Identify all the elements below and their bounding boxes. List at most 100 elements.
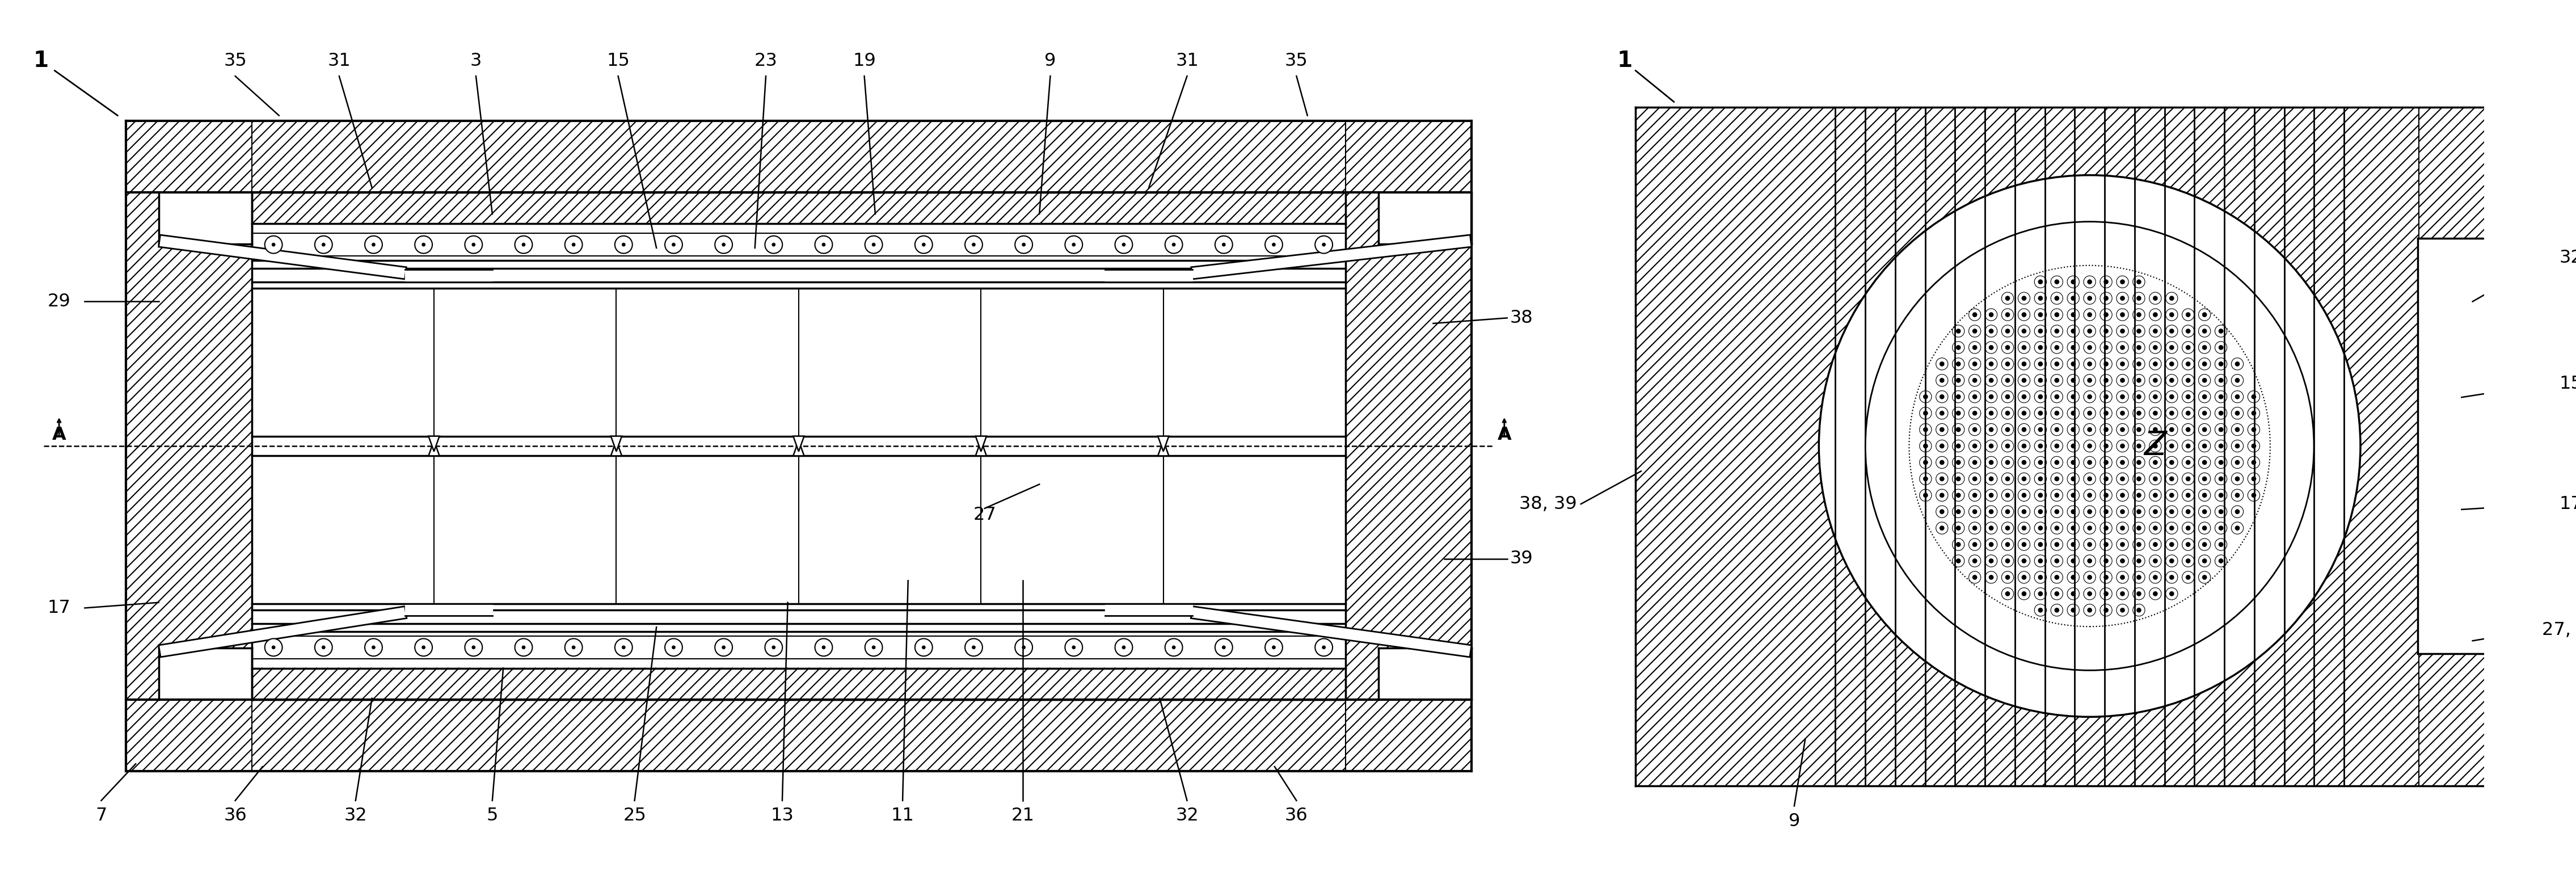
Circle shape xyxy=(2169,460,2174,465)
Circle shape xyxy=(523,243,526,246)
Circle shape xyxy=(2236,410,2239,416)
Text: Z: Z xyxy=(2143,430,2166,462)
Circle shape xyxy=(2154,394,2159,400)
Circle shape xyxy=(2056,279,2058,285)
Circle shape xyxy=(2004,443,2009,449)
Circle shape xyxy=(1940,525,1945,531)
Circle shape xyxy=(1955,378,1960,383)
Circle shape xyxy=(2004,394,2009,400)
Circle shape xyxy=(1955,476,1960,482)
Circle shape xyxy=(1955,542,1960,547)
Circle shape xyxy=(1973,574,1978,580)
Circle shape xyxy=(2087,476,2092,482)
Circle shape xyxy=(2218,542,2223,547)
Circle shape xyxy=(2105,312,2110,318)
Circle shape xyxy=(822,243,824,246)
Text: 15: 15 xyxy=(2561,375,2576,392)
Circle shape xyxy=(2184,345,2190,350)
Circle shape xyxy=(2184,312,2190,318)
Circle shape xyxy=(2087,394,2092,400)
Circle shape xyxy=(1273,646,1275,649)
Circle shape xyxy=(1321,646,1327,649)
Circle shape xyxy=(2087,361,2092,367)
Polygon shape xyxy=(160,235,407,279)
Circle shape xyxy=(1955,509,1960,514)
Circle shape xyxy=(2120,525,2125,531)
Circle shape xyxy=(2136,279,2141,285)
Circle shape xyxy=(1115,235,1133,253)
Circle shape xyxy=(1989,460,1994,465)
Circle shape xyxy=(1989,542,1994,547)
Circle shape xyxy=(1955,410,1960,416)
Circle shape xyxy=(2071,574,2076,580)
Circle shape xyxy=(2202,378,2208,383)
Circle shape xyxy=(2184,443,2190,449)
Circle shape xyxy=(2087,607,2092,613)
Circle shape xyxy=(765,235,783,253)
Circle shape xyxy=(2056,296,2058,301)
Circle shape xyxy=(2120,296,2125,301)
Circle shape xyxy=(1973,427,1978,432)
Circle shape xyxy=(2136,525,2141,531)
Circle shape xyxy=(2004,296,2009,301)
Circle shape xyxy=(2169,558,2174,564)
Circle shape xyxy=(2218,443,2223,449)
Polygon shape xyxy=(793,441,804,456)
Circle shape xyxy=(2056,591,2058,596)
Circle shape xyxy=(2071,378,2076,383)
Circle shape xyxy=(572,646,574,649)
Circle shape xyxy=(2087,328,2092,334)
Circle shape xyxy=(2136,345,2141,350)
Circle shape xyxy=(2169,509,2174,514)
Circle shape xyxy=(265,235,283,253)
Circle shape xyxy=(1023,243,1025,246)
Circle shape xyxy=(2202,394,2208,400)
Circle shape xyxy=(1321,243,1327,246)
Text: 17: 17 xyxy=(2561,495,2576,513)
Circle shape xyxy=(2004,542,2009,547)
Circle shape xyxy=(1989,492,1994,498)
Circle shape xyxy=(2087,492,2092,498)
Circle shape xyxy=(1973,345,1978,350)
Polygon shape xyxy=(2419,654,2537,786)
Circle shape xyxy=(2136,607,2141,613)
Circle shape xyxy=(2202,574,2208,580)
Circle shape xyxy=(366,235,381,253)
Circle shape xyxy=(2136,509,2141,514)
Circle shape xyxy=(2071,509,2076,514)
Polygon shape xyxy=(2419,107,2537,238)
Circle shape xyxy=(2105,492,2110,498)
Circle shape xyxy=(716,639,732,657)
Circle shape xyxy=(2056,460,2058,465)
Circle shape xyxy=(2038,460,2043,465)
Text: 1: 1 xyxy=(33,50,49,71)
Circle shape xyxy=(922,646,925,649)
Circle shape xyxy=(2154,558,2159,564)
Circle shape xyxy=(1121,646,1126,649)
Circle shape xyxy=(2087,525,2092,531)
Circle shape xyxy=(2120,558,2125,564)
Circle shape xyxy=(721,646,726,649)
Polygon shape xyxy=(2419,238,2537,654)
Circle shape xyxy=(2071,345,2076,350)
Circle shape xyxy=(2169,591,2174,596)
Circle shape xyxy=(1940,427,1945,432)
Circle shape xyxy=(2056,361,2058,367)
Circle shape xyxy=(1973,443,1978,449)
Circle shape xyxy=(1989,525,1994,531)
Circle shape xyxy=(1023,646,1025,649)
Circle shape xyxy=(2136,591,2141,596)
Circle shape xyxy=(2004,378,2009,383)
Circle shape xyxy=(471,243,477,246)
Circle shape xyxy=(2120,492,2125,498)
Circle shape xyxy=(1955,492,1960,498)
Circle shape xyxy=(773,243,775,246)
Circle shape xyxy=(2136,476,2141,482)
Circle shape xyxy=(2136,443,2141,449)
Circle shape xyxy=(1973,312,1978,318)
Circle shape xyxy=(2105,361,2110,367)
Circle shape xyxy=(1015,639,1033,657)
Circle shape xyxy=(2169,443,2174,449)
Circle shape xyxy=(2004,476,2009,482)
Circle shape xyxy=(515,639,533,657)
